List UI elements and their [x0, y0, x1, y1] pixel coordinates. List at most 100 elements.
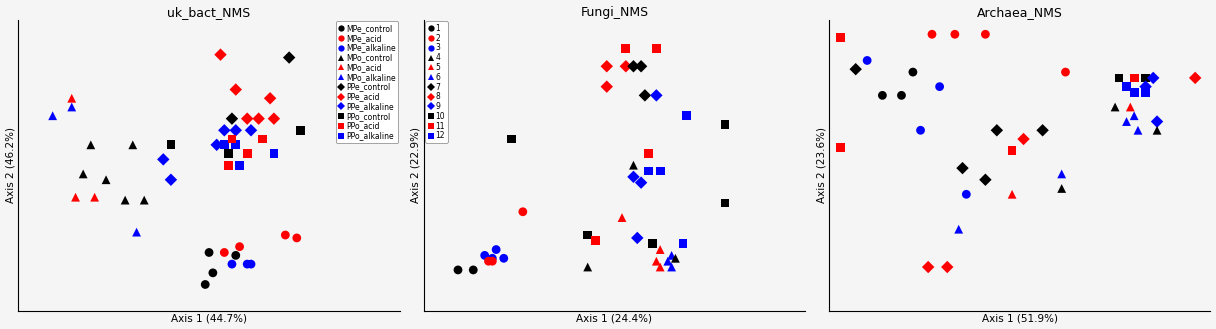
- X-axis label: Axis 1 (24.4%): Axis 1 (24.4%): [576, 314, 653, 323]
- Title: Archaea_NMS: Archaea_NMS: [976, 6, 1063, 18]
- Point: [846, 66, 866, 72]
- Legend: 1, 2, 3, 4, 5, 6, 7, 8, 9, 10, 11, 12: 1, 2, 3, 4, 5, 6, 7, 8, 9, 10, 11, 12: [426, 21, 447, 143]
- Point: [66, 194, 85, 200]
- Point: [1116, 119, 1136, 124]
- Point: [1014, 137, 1034, 142]
- Point: [948, 227, 968, 232]
- Point: [513, 209, 533, 215]
- Point: [1136, 90, 1155, 95]
- Point: [1143, 75, 1162, 81]
- Point: [253, 137, 272, 142]
- Point: [219, 163, 238, 168]
- Point: [1109, 75, 1128, 81]
- Point: [494, 256, 513, 261]
- Legend: MPe_control, MPe_acid, MPe_alkaline, MPo_control, MPo_acid, MPo_alkaline, PPe_co: MPe_control, MPe_acid, MPe_alkaline, MPo…: [336, 21, 399, 143]
- Point: [237, 262, 257, 267]
- Point: [665, 256, 685, 261]
- Y-axis label: Axis 2 (22.9%): Axis 2 (22.9%): [411, 127, 421, 203]
- Point: [975, 32, 995, 37]
- Point: [617, 46, 636, 51]
- Point: [73, 171, 92, 177]
- Point: [651, 265, 670, 270]
- Title: uk_bact_NMS: uk_bact_NMS: [168, 6, 250, 18]
- Point: [638, 168, 658, 174]
- Point: [647, 93, 666, 98]
- Point: [291, 128, 310, 133]
- Point: [857, 58, 877, 63]
- Point: [210, 52, 230, 57]
- Point: [624, 174, 643, 179]
- Point: [1125, 113, 1144, 118]
- Point: [502, 137, 522, 142]
- Point: [276, 232, 295, 238]
- Point: [1128, 128, 1148, 133]
- Point: [223, 137, 242, 142]
- Point: [96, 177, 116, 182]
- Point: [264, 151, 283, 156]
- Point: [280, 55, 299, 60]
- Point: [162, 142, 181, 147]
- Point: [631, 63, 651, 69]
- Point: [643, 241, 663, 246]
- Point: [903, 69, 923, 75]
- Point: [715, 122, 734, 127]
- Point: [831, 145, 850, 150]
- Point: [475, 253, 495, 258]
- Point: [249, 116, 269, 121]
- Point: [613, 215, 632, 220]
- Point: [1116, 84, 1136, 89]
- Point: [223, 116, 242, 121]
- Y-axis label: Axis 2 (46.2%): Axis 2 (46.2%): [6, 127, 16, 203]
- Point: [1052, 186, 1071, 191]
- Point: [662, 265, 681, 270]
- Point: [219, 151, 238, 156]
- Point: [196, 282, 215, 287]
- X-axis label: Axis 1 (51.9%): Axis 1 (51.9%): [981, 314, 1058, 323]
- Point: [658, 259, 677, 264]
- Point: [957, 192, 976, 197]
- Point: [627, 235, 647, 240]
- Point: [1121, 104, 1141, 110]
- Point: [922, 32, 941, 37]
- Point: [226, 128, 246, 133]
- Point: [43, 113, 62, 118]
- Point: [1105, 104, 1125, 110]
- Point: [662, 253, 681, 258]
- Point: [624, 63, 643, 69]
- Point: [203, 270, 223, 275]
- Point: [975, 177, 995, 182]
- X-axis label: Axis 1 (44.7%): Axis 1 (44.7%): [171, 314, 247, 323]
- Point: [1136, 84, 1155, 89]
- Point: [918, 265, 938, 270]
- Title: Fungi_NMS: Fungi_NMS: [580, 6, 648, 18]
- Point: [930, 84, 950, 89]
- Point: [135, 197, 154, 203]
- Point: [264, 116, 283, 121]
- Point: [199, 250, 219, 255]
- Point: [207, 142, 226, 147]
- Point: [483, 259, 502, 264]
- Point: [715, 200, 734, 206]
- Point: [486, 247, 506, 252]
- Point: [1148, 119, 1167, 124]
- Point: [617, 63, 636, 69]
- Point: [116, 197, 135, 203]
- Point: [162, 177, 181, 182]
- Point: [62, 96, 81, 101]
- Point: [126, 230, 146, 235]
- Point: [260, 96, 280, 101]
- Point: [624, 163, 643, 168]
- Point: [62, 104, 81, 110]
- Point: [677, 113, 697, 118]
- Point: [449, 267, 468, 272]
- Point: [483, 256, 502, 261]
- Point: [953, 165, 973, 171]
- Point: [81, 142, 101, 147]
- Point: [241, 262, 260, 267]
- Point: [647, 46, 666, 51]
- Point: [987, 128, 1007, 133]
- Point: [1125, 90, 1144, 95]
- Point: [651, 247, 670, 252]
- Point: [638, 151, 658, 156]
- Point: [891, 93, 911, 98]
